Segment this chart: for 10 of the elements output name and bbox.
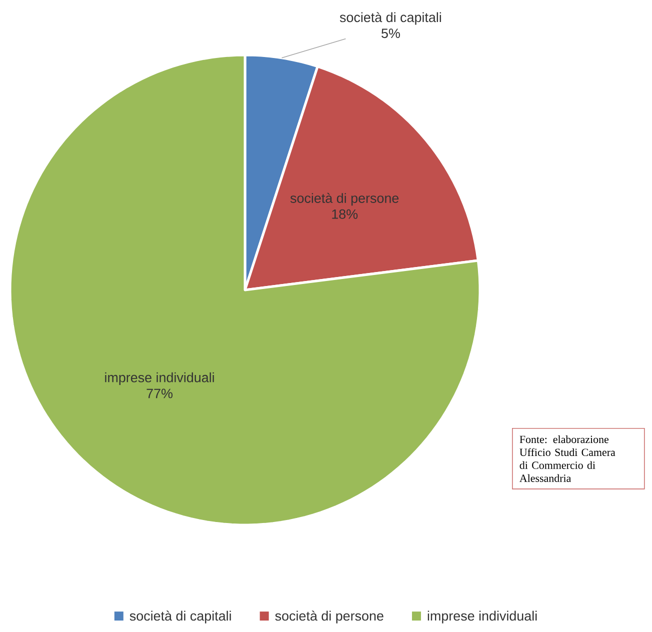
source-note: Fonte: elaborazione Ufficio Studi Camera di Commercio di Alessandria <box>520 435 616 482</box>
data-label: 18% <box>332 209 358 219</box>
legend-label: società di persone <box>275 610 384 624</box>
slice-label: società di capitali <box>340 12 441 25</box>
legend-label: imprese individuali <box>428 610 537 624</box>
legend-label: società di capitali <box>130 610 231 624</box>
slice-label: società di persone <box>290 192 399 206</box>
data-label: 77% <box>146 388 173 398</box>
data-label: 5% <box>382 28 400 38</box>
slice-label: imprese individuali <box>105 372 214 385</box>
